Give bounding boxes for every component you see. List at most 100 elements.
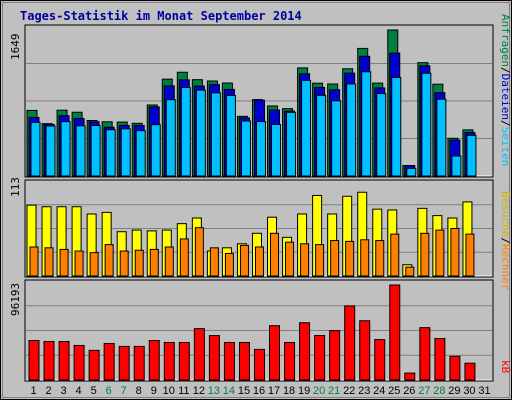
x-tick-day-12: 12 [193,385,205,397]
bar-seiten-day-3 [60,121,71,177]
x-tick-day-30: 30 [463,385,475,397]
bar-kb-day-10 [163,341,175,381]
bar-seiten-day-24 [376,93,387,177]
bar-kb-day-20 [314,335,326,381]
kbytes-legend: kB [499,360,512,374]
x-tick-day-23: 23 [358,385,370,397]
x-tick-day-8: 8 [136,385,142,397]
bar-rechner-day-21 [330,240,340,277]
bar-kb-day-23 [359,320,371,381]
bar-rechner-day-12 [194,227,204,277]
bar-rechner-day-7 [119,250,129,277]
x-tick-day-21: 21 [328,385,340,397]
bar-seiten-day-15 [240,120,251,177]
requests-legend: Anfragen/Dateien/Seiten [499,14,512,166]
bar-seiten-day-11 [180,86,191,177]
x-tick-day-19: 19 [298,385,310,397]
kbytes-ymax-label: 96193 [9,283,22,316]
bar-seiten-day-2 [45,125,56,177]
bar-kb-day-19 [299,322,311,381]
bar-rechner-day-17 [270,232,280,277]
bar-kb-day-2 [43,340,55,381]
bar-seiten-day-28 [436,98,447,177]
x-tick-day-7: 7 [121,385,127,397]
bar-seiten-day-27 [421,72,432,177]
bar-rechner-day-28 [435,229,445,277]
bar-kb-day-22 [344,305,356,381]
x-tick-day-18: 18 [283,385,295,397]
bar-kb-day-28 [434,338,446,381]
x-tick-day-4: 4 [76,385,82,397]
x-tick-day-3: 3 [61,385,67,397]
bar-kb-day-17 [269,325,281,381]
bar-kb-day-6 [103,342,115,381]
bar-kb-day-9 [148,339,160,381]
x-tick-day-13: 13 [208,385,220,397]
x-tick-day-27: 27 [418,385,430,397]
svg-text:Anfragen/Dateien/Seiten: Anfragen/Dateien/Seiten [499,14,512,166]
bar-seiten-day-30 [466,134,477,177]
x-tick-day-17: 17 [268,385,280,397]
bar-kb-day-12 [193,328,205,381]
bar-kb-day-24 [374,339,386,381]
bar-rechner-day-8 [134,249,144,277]
bar-rechner-day-25 [390,233,400,277]
bar-kb-day-5 [88,349,100,381]
bar-rechner-day-5 [89,252,99,277]
svg-text:kB: kB [499,360,512,374]
bar-rechner-day-24 [375,240,385,277]
bar-kb-day-27 [419,327,431,381]
bar-kb-day-25 [389,284,401,381]
bar-seiten-day-4 [75,125,86,177]
bar-kb-day-11 [178,341,190,381]
bar-seiten-day-5 [90,125,101,177]
x-tick-day-11: 11 [178,385,189,397]
requests-ymax-label: 1649 [9,34,22,61]
bar-seiten-day-21 [331,100,342,177]
x-tick-day-5: 5 [91,385,97,397]
x-tick-day-15: 15 [238,385,250,397]
bar-seiten-day-16 [255,121,266,177]
bar-rechner-day-20 [315,244,325,277]
bar-kb-day-15 [238,341,250,381]
bar-rechner-day-6 [104,244,114,277]
x-tick-day-29: 29 [448,385,460,397]
bar-seiten-day-7 [120,128,131,177]
bar-rechner-day-30 [465,233,475,277]
x-tick-day-24: 24 [373,385,385,397]
svg-text:Besuche/Rechner: Besuche/Rechner [499,191,512,291]
legend-files: Dateien [499,74,512,120]
bar-seiten-day-23 [361,71,372,177]
bar-seiten-day-29 [451,155,462,177]
bar-seiten-day-14 [225,94,236,177]
bar-kb-day-21 [329,330,341,381]
legend-pages: Seiten [499,127,512,167]
bar-rechner-day-1 [29,246,39,277]
bar-seiten-day-19 [301,79,312,177]
bar-seiten-day-22 [346,83,357,177]
bar-rechner-day-3 [59,248,69,277]
visits-legend: Besuche/Rechner [499,191,512,291]
bar-kb-day-26 [404,372,416,381]
bar-rechner-day-9 [149,248,159,277]
legend-sites: Rechner [499,244,512,291]
bar-rechner-day-11 [179,238,189,277]
bar-kb-day-18 [284,341,296,381]
bar-kb-day-16 [253,348,265,381]
bar-rechner-day-14 [224,252,234,277]
bar-rechner-day-16 [254,246,264,277]
bar-seiten-day-6 [105,129,116,177]
legend-hits: Anfragen [499,14,512,67]
bar-rechner-day-26 [405,266,415,277]
bar-kb-day-7 [118,345,130,381]
bar-seiten-day-20 [316,94,327,177]
x-tick-day-16: 16 [253,385,265,397]
bar-seiten-day-12 [195,89,206,177]
bar-rechner-day-18 [285,241,295,277]
bar-seiten-day-17 [271,123,282,177]
bar-rechner-day-13 [209,247,219,277]
bar-kb-day-13 [208,335,220,381]
bar-seiten-day-26 [406,167,417,177]
x-tick-day-22: 22 [343,385,355,397]
